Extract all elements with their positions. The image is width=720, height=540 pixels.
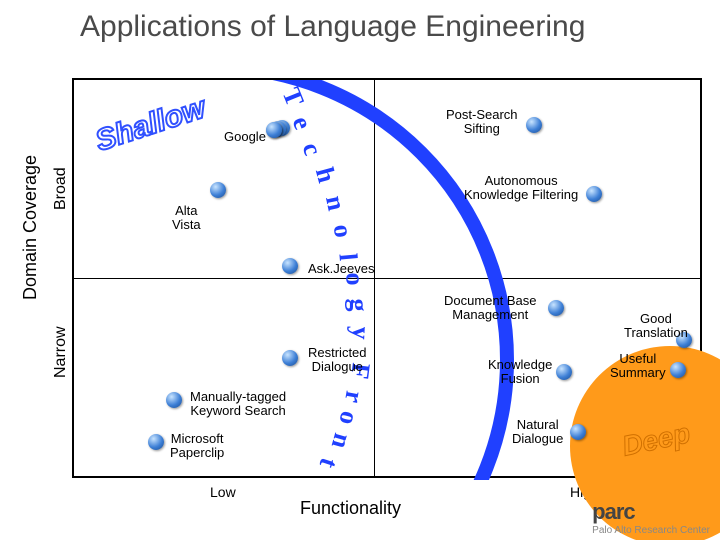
dot-manual_tag — [166, 392, 182, 408]
label-ms_paperclip: MicrosoftPaperclip — [170, 432, 224, 461]
label-restricted_dlg: RestrictedDialogue — [308, 346, 367, 375]
dot-knowledge_fusion — [556, 364, 572, 380]
label-alta_vista: AltaVista — [172, 204, 201, 233]
dot-post_search — [526, 117, 542, 133]
x-axis-label: Functionality — [300, 498, 401, 519]
dot-google — [266, 122, 282, 138]
label-manual_tag: Manually-taggedKeyword Search — [190, 390, 286, 419]
dot-alta_vista — [210, 182, 226, 198]
dot-auto_kf — [586, 186, 602, 202]
logo-tagline: Palo Alto Research Center — [592, 525, 710, 536]
label-knowledge_fusion: KnowledgeFusion — [488, 358, 552, 387]
y-axis-narrow: Narrow — [52, 326, 70, 378]
dot-natural_dlg — [570, 424, 586, 440]
dot-restricted_dlg — [282, 350, 298, 366]
label-good_trans: GoodTranslation — [624, 312, 688, 341]
label-ask_jeeves: Ask.Jeeves — [308, 262, 374, 276]
dot-doc_base — [548, 300, 564, 316]
label-post_search: Post-SearchSifting — [446, 108, 518, 137]
chart-area: Shallow Deep T e c h n o l o g y F r o n… — [72, 78, 702, 478]
slide-title: Applications of Language Engineering — [80, 10, 700, 44]
y-axis-label: Domain Coverage — [20, 155, 41, 300]
label-useful_summary: UsefulSummary — [610, 352, 666, 381]
tf-y: y — [345, 326, 376, 341]
dot-useful_summary — [670, 362, 686, 378]
slide: Applications of Language Engineering Dom… — [0, 0, 720, 540]
label-doc_base: Document BaseManagement — [444, 294, 537, 323]
logo-brand: parc — [592, 499, 634, 524]
x-axis-low: Low — [210, 484, 236, 500]
y-axis-broad: Broad — [52, 167, 70, 210]
label-google: Google — [224, 130, 266, 144]
dot-ms_paperclip — [148, 434, 164, 450]
label-auto_kf: AutonomousKnowledge Filtering — [464, 174, 578, 203]
parc-logo: parc Palo Alto Research Center — [592, 499, 710, 536]
dot-ask_jeeves — [282, 258, 298, 274]
tf-g: g — [344, 299, 374, 312]
label-natural_dlg: NaturalDialogue — [512, 418, 563, 447]
